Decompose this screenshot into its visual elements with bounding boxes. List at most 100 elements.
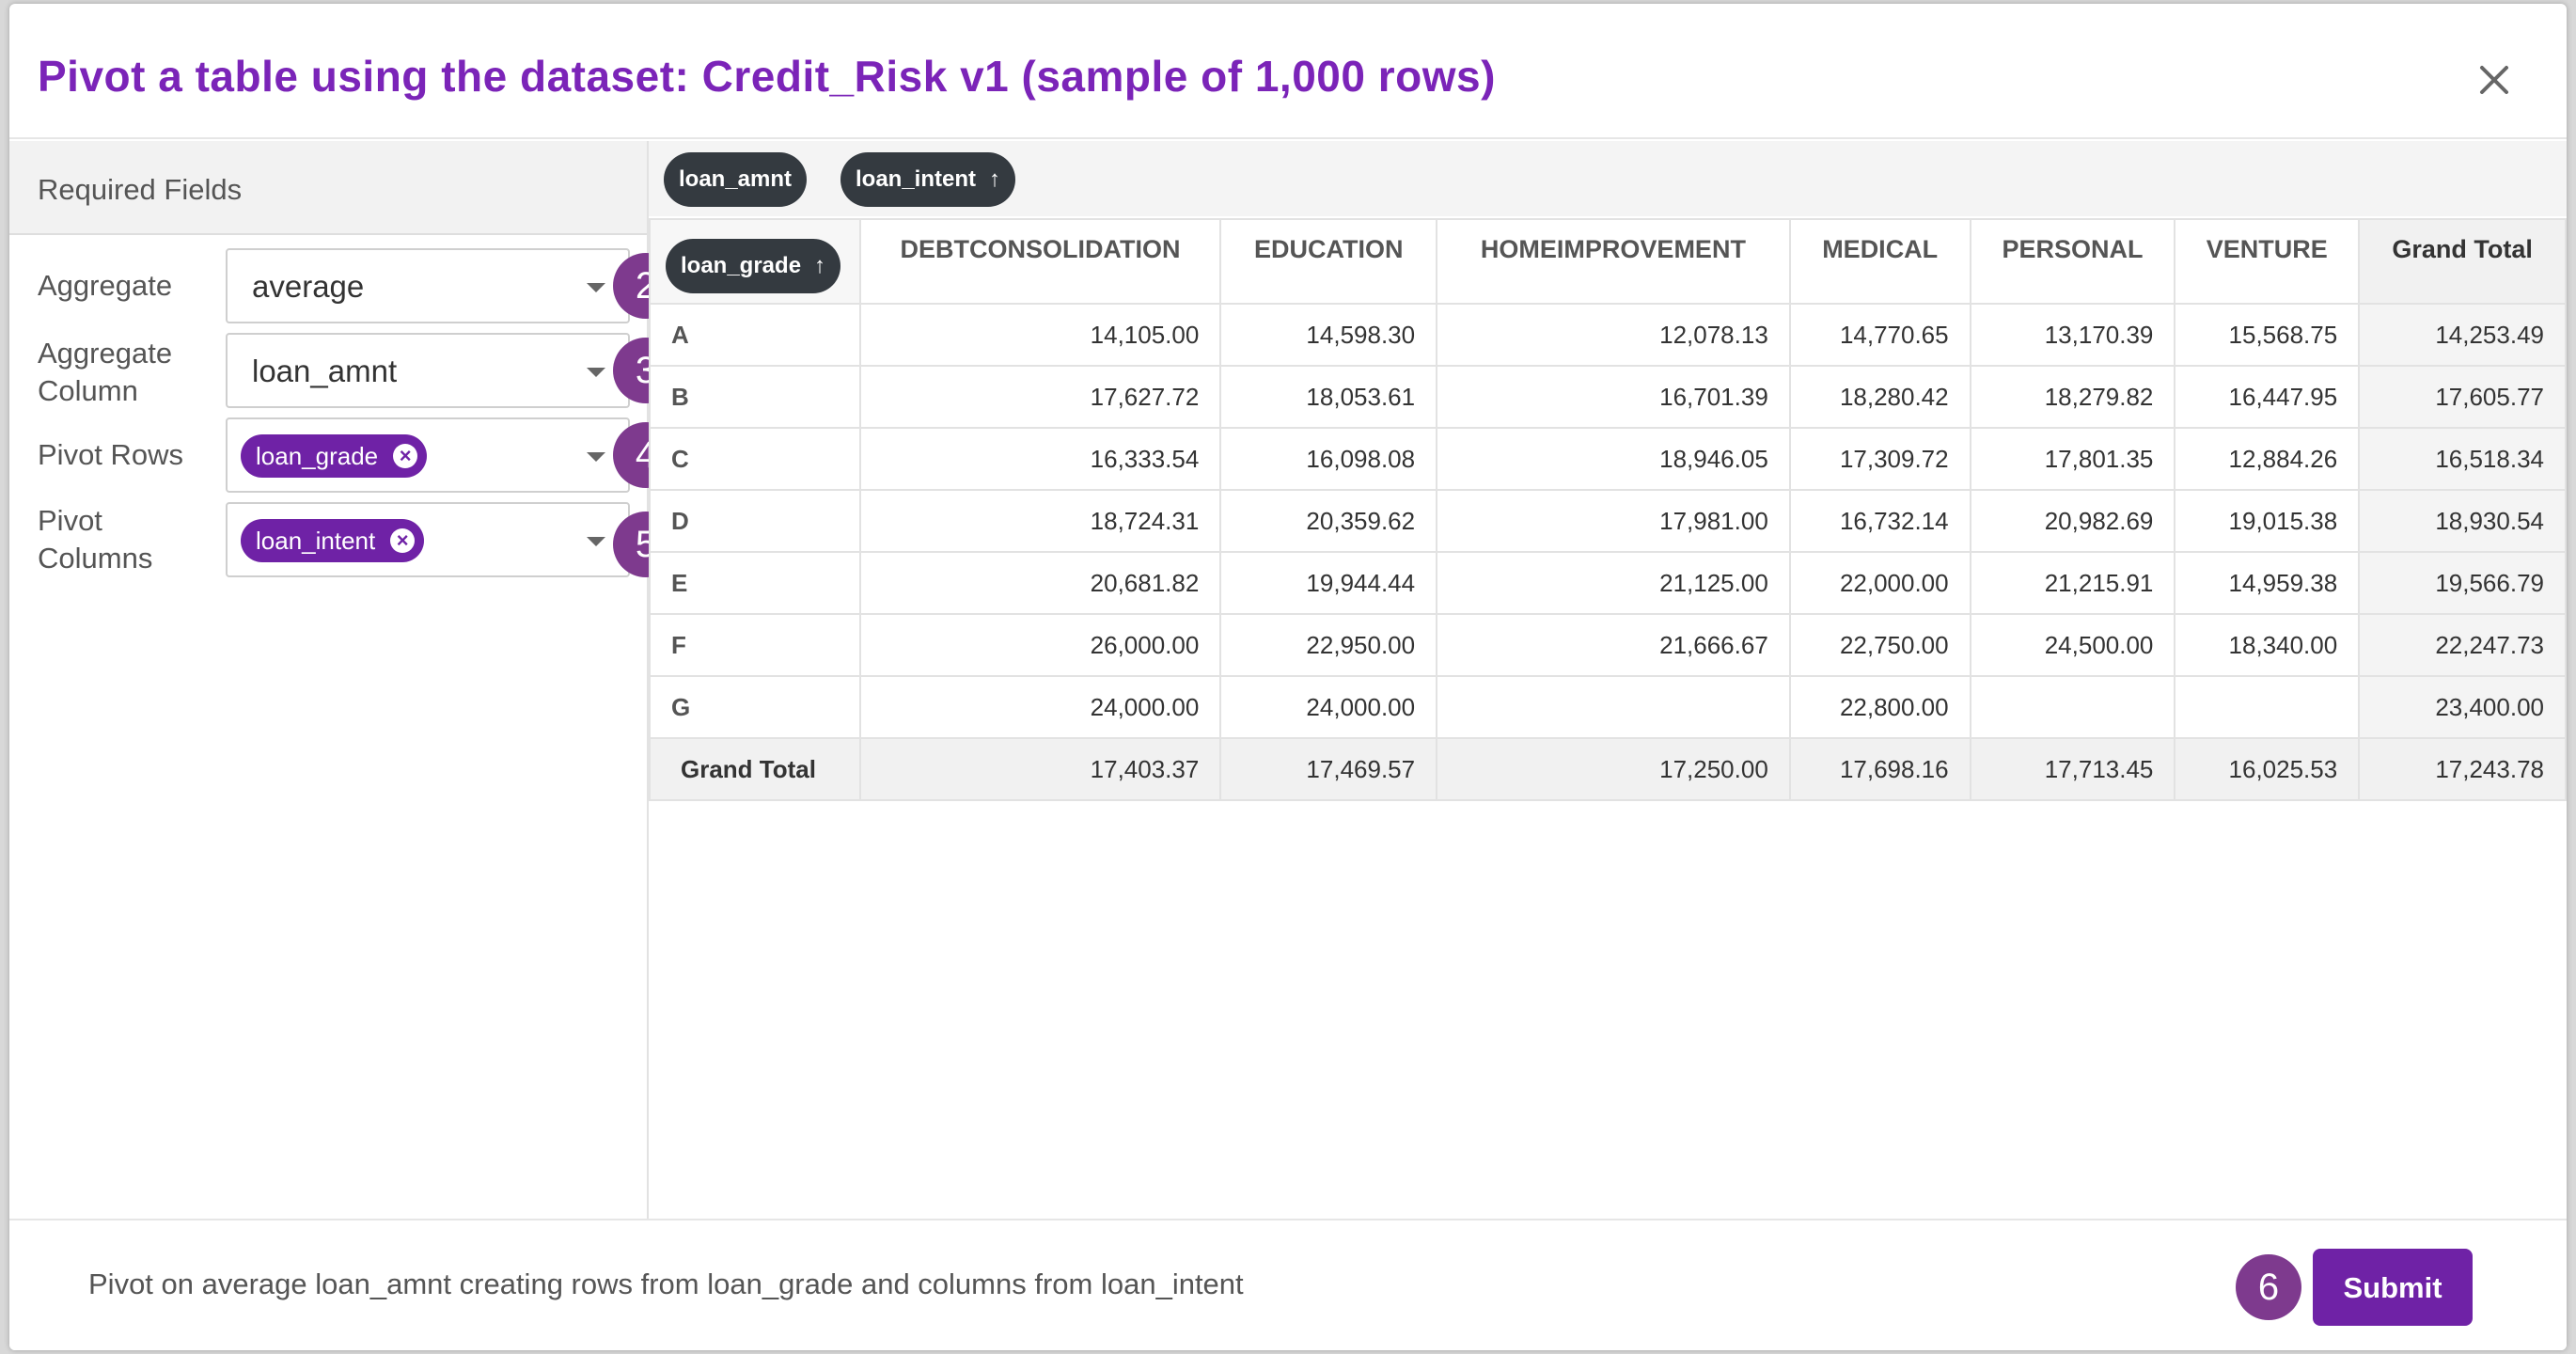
table-cell [2174,675,2361,739]
row-field-label: loan_grade [681,253,802,278]
chevron-down-icon [587,283,605,292]
table-cell: 20,982.69 [1969,489,2176,553]
row-header: C [649,427,861,491]
table-cell: 15,568.75 [2174,303,2361,367]
grand-total-cell: 16,025.53 [2174,737,2361,801]
chevron-down-icon [587,368,605,377]
table-cell: 26,000.00 [858,613,1222,677]
pivot-rows-select[interactable]: loan_grade × [226,417,630,493]
table-cell: 22,950.00 [1219,613,1438,677]
row-field-pill[interactable]: loan_grade ↑ [666,239,841,293]
grand-total-cell: 17,713.45 [1969,737,2176,801]
pivot-columns-label: Pivot Columns [38,504,153,575]
table-cell: 13,170.39 [1969,303,2176,367]
pivot-columns-chip[interactable]: loan_intent × [241,519,425,562]
chevron-down-icon [587,452,605,462]
pivot-dialog: Pivot a table using the dataset: Credit_… [9,4,2567,1350]
row-grand-total-cell: 18,930.54 [2358,489,2567,553]
row-header: D [649,489,861,553]
close-button[interactable] [2473,58,2516,102]
table-cell: 18,340.00 [2174,613,2361,677]
table-cell: 17,801.35 [1969,427,2176,491]
row-grand-total-cell: 14,253.49 [2358,303,2567,367]
table-cell: 14,770.65 [1788,303,1971,367]
table-cell: 16,447.95 [2174,365,2361,429]
grand-total-cell: 17,469.57 [1219,737,1438,801]
remove-chip-icon[interactable]: × [393,444,418,468]
sort-arrow-icon[interactable]: ↑ [989,166,1001,192]
column-header[interactable]: HOMEIMPROVEMENT [1436,218,1791,305]
sort-arrow-icon[interactable]: ↑ [814,253,826,278]
table-cell: 18,053.61 [1219,365,1438,429]
table-cell: 12,078.13 [1436,303,1791,367]
column-header[interactable]: VENTURE [2174,218,2361,305]
step-badge-6: 6 [2236,1254,2301,1320]
aggregate-label: Aggregate [38,269,173,302]
aggregate-column-select[interactable]: loan_amnt [226,333,630,408]
table-cell: 21,215.91 [1969,551,2176,615]
pivot-rows-label: Pivot Rows [38,438,184,471]
row-grand-total-cell: 16,518.34 [2358,427,2567,491]
aggregate-select[interactable]: average [226,248,630,323]
column-header[interactable]: PERSONAL [1969,218,2176,305]
table-cell: 24,000.00 [858,675,1222,739]
required-fields-header: Required Fields [9,141,647,235]
table-cell [1969,675,2176,739]
aggregate-column-label: Aggregate Column [38,337,173,407]
required-fields-title: Required Fields [38,173,243,206]
row-grand-total-cell: 23,400.00 [2358,675,2567,739]
row-header: B [649,365,861,429]
table-cell: 21,125.00 [1436,551,1791,615]
value-field-pill[interactable]: loan_amnt [664,152,808,207]
submit-button[interactable]: Submit [2313,1249,2473,1326]
table-cell [1436,675,1791,739]
aggregate-column-value: loan_amnt [252,354,398,388]
table-row: B 17,627.72 18,053.61 16,701.39 18,280.42 18,… [649,365,2567,429]
table-row: G 24,000.00 24,000.00 22,800.00 23,400.00 [649,675,2567,739]
pivot-header-row: loan_grade ↑ DEBTCONSOLIDATION EDUCATION … [649,218,2567,305]
pivot-summary-text: Pivot on average loan_amnt creating rows… [88,1267,1244,1300]
grand-total-cell: 17,250.00 [1436,737,1791,801]
remove-chip-icon[interactable]: × [390,528,416,553]
grand-total-row: Grand Total 17,403.37 17,469.57 17,250.0… [649,737,2567,801]
table-cell: 24,000.00 [1219,675,1438,739]
dialog-footer: Pivot on average loan_amnt creating rows… [9,1219,2567,1350]
table-cell: 14,959.38 [2174,551,2361,615]
table-cell: 17,309.72 [1788,427,1971,491]
pivot-table: loan_grade ↑ DEBTCONSOLIDATION EDUCATION … [649,218,2567,801]
column-header[interactable]: EDUCATION [1219,218,1438,305]
table-cell: 16,732.14 [1788,489,1971,553]
pivot-columns-chip-label: loan_intent [256,527,376,555]
table-row: C 16,333.54 16,098.08 18,946.05 17,309.72 17,… [649,427,2567,491]
column-field-label: loan_intent [856,166,977,192]
close-icon [2480,66,2508,94]
pivot-columns-select[interactable]: loan_intent × [226,502,630,577]
table-cell: 20,359.62 [1219,489,1438,553]
table-cell: 19,015.38 [2174,489,2361,553]
table-cell: 16,701.39 [1436,365,1791,429]
grand-total-cell: 17,698.16 [1788,737,1971,801]
pivot-rows-chip-label: loan_grade [256,442,379,470]
table-row: D 18,724.31 20,359.62 17,981.00 16,732.14 20,… [649,489,2567,553]
grand-total-column-header[interactable]: Grand Total [2358,218,2567,305]
column-field-pill[interactable]: loan_intent ↑ [840,152,1016,207]
column-header[interactable]: DEBTCONSOLIDATION [858,218,1222,305]
value-field-label: loan_amnt [679,166,793,192]
table-cell: 24,500.00 [1969,613,2176,677]
pivot-corner-cell: loan_grade ↑ [649,218,861,305]
table-cell: 17,627.72 [858,365,1222,429]
table-row: A 14,105.00 14,598.30 12,078.13 14,770.65 13,… [649,303,2567,367]
table-cell: 20,681.82 [858,551,1222,615]
table-cell: 19,944.44 [1219,551,1438,615]
table-cell: 18,280.42 [1788,365,1971,429]
required-fields-panel: Required Fields Aggregate average 2 Aggr… [9,141,679,1219]
table-cell: 18,946.05 [1436,427,1791,491]
table-cell: 22,000.00 [1788,551,1971,615]
pivot-drag-area: loan_amnt loan_intent ↑ [649,141,2567,216]
column-header[interactable]: MEDICAL [1788,218,1971,305]
table-cell: 12,884.26 [2174,427,2361,491]
table-cell: 14,105.00 [858,303,1222,367]
table-cell: 18,279.82 [1969,365,2176,429]
dialog-header: Pivot a table using the dataset: Credit_… [9,4,2567,139]
pivot-rows-chip[interactable]: loan_grade × [241,434,428,478]
